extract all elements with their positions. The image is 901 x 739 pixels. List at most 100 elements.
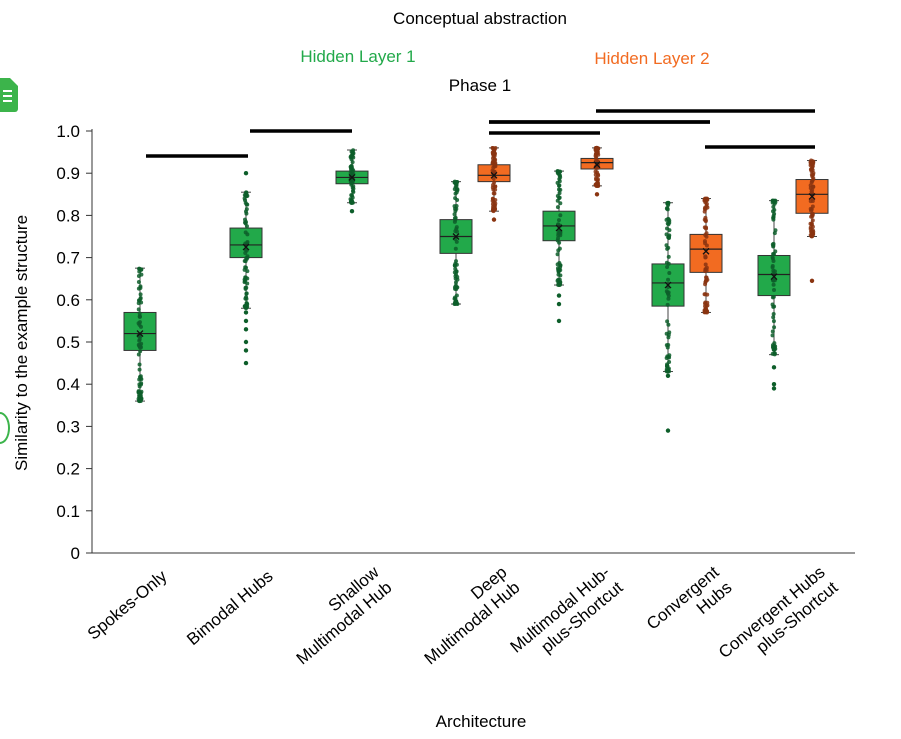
outlier-point <box>349 208 355 214</box>
data-point <box>666 254 671 259</box>
outlier-point <box>243 348 249 353</box>
y-tick-label: 0.3 <box>56 417 80 436</box>
mean-marker <box>770 273 778 281</box>
data-point <box>557 179 562 184</box>
data-point <box>139 341 144 346</box>
data-point <box>558 175 563 180</box>
data-point <box>771 252 776 257</box>
data-point <box>558 213 563 218</box>
data-point <box>594 145 599 150</box>
x-tick-label: Convergent Hubsplus-Shortcut <box>715 562 842 677</box>
mean-marker <box>242 243 250 251</box>
data-point <box>452 219 457 224</box>
data-point <box>705 292 710 297</box>
data-point <box>556 218 561 223</box>
data-point <box>558 268 563 273</box>
data-point <box>492 207 497 212</box>
document-icon[interactable] <box>0 78 18 112</box>
chart-title: Conceptual abstraction <box>393 9 567 28</box>
data-point <box>244 256 249 261</box>
data-point <box>703 206 708 211</box>
data-point <box>809 167 814 172</box>
outlier-point <box>556 318 562 324</box>
data-point <box>666 293 671 298</box>
outlier-point <box>665 373 671 378</box>
data-point <box>243 209 248 214</box>
data-point <box>137 382 142 387</box>
data-point <box>810 187 815 192</box>
outlier-point <box>771 365 777 370</box>
data-point <box>138 324 143 329</box>
data-point <box>704 225 709 230</box>
data-point <box>773 228 778 233</box>
y-tick-label: 0.2 <box>56 460 80 479</box>
data-point <box>703 218 708 223</box>
data-point <box>770 333 775 338</box>
data-point <box>703 262 708 267</box>
data-point <box>557 277 562 282</box>
y-tick-label: 1.0 <box>56 122 80 141</box>
data-point <box>595 172 600 177</box>
data-point <box>137 367 142 372</box>
data-point <box>772 325 777 330</box>
data-point <box>665 319 670 324</box>
data-point <box>703 200 708 205</box>
data-point <box>138 399 143 404</box>
outlier-point <box>556 293 562 298</box>
outlier-point <box>771 386 777 391</box>
data-point <box>771 294 776 299</box>
data-point <box>556 187 561 192</box>
data-point <box>772 341 777 346</box>
data-point <box>664 260 669 265</box>
data-point <box>555 169 560 174</box>
data-point <box>772 288 777 293</box>
data-point <box>770 255 775 260</box>
data-point <box>137 269 142 274</box>
data-point <box>593 182 598 187</box>
outlier-point <box>809 278 815 284</box>
data-point <box>666 235 671 240</box>
data-point <box>138 292 143 297</box>
data-point <box>245 232 250 237</box>
data-point <box>810 211 815 216</box>
data-point <box>772 269 777 274</box>
y-tick-label: 0.4 <box>56 375 80 394</box>
data-point <box>243 217 248 222</box>
data-point <box>702 239 707 244</box>
data-point <box>809 229 814 234</box>
data-point <box>557 246 562 251</box>
outlier-point <box>243 171 249 176</box>
data-point <box>139 300 144 305</box>
x-tick-label-line: Bimodal Hubs <box>183 567 276 650</box>
data-point <box>557 191 562 196</box>
data-point <box>453 206 458 211</box>
data-point <box>243 250 248 255</box>
data-point <box>666 200 671 205</box>
data-point <box>350 195 355 200</box>
mean-marker <box>490 171 498 179</box>
data-point <box>557 183 562 188</box>
data-point <box>703 269 708 274</box>
x-tick-label: Bimodal Hubs <box>183 567 276 650</box>
y-tick-label: 0.8 <box>56 206 80 225</box>
data-point <box>666 290 671 295</box>
data-point <box>811 184 816 189</box>
data-point <box>138 349 143 354</box>
data-point <box>773 249 778 254</box>
data-point <box>491 146 496 151</box>
data-point <box>491 191 496 196</box>
mean-marker <box>808 192 816 200</box>
outlier-point <box>491 217 497 222</box>
data-point <box>809 172 814 177</box>
y-tick-label: 0 <box>71 544 80 563</box>
data-point <box>137 311 142 316</box>
mean-marker <box>664 281 672 289</box>
outlier-point <box>137 390 143 395</box>
legend-hidden-layer-1: Hidden Layer 1 <box>300 47 415 66</box>
y-tick-label: 0.6 <box>56 291 80 310</box>
plot-area: 0 0.1 0.2 0.3 0.4 0.5 0.6 0.7 0.8 0.9 1.0 Spokes-On… <box>56 109 855 677</box>
data-point <box>667 330 672 335</box>
data-point <box>348 154 353 159</box>
data-point <box>810 218 815 223</box>
data-point <box>703 232 708 237</box>
